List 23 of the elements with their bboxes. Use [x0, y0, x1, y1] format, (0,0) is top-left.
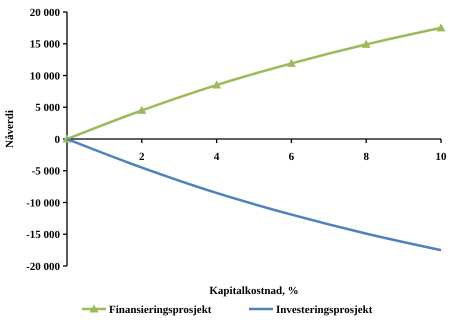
- y-tick-label: -20 000: [26, 260, 60, 273]
- y-axis-title: Nåverdi: [4, 110, 16, 148]
- y-tick-label: -10 000: [26, 197, 60, 210]
- y-tick-label: 0: [54, 134, 60, 146]
- x-tick-label: 4: [214, 151, 220, 163]
- y-tick-label: -5 000: [32, 166, 60, 178]
- point: [436, 23, 446, 32]
- x-tick-label: 6: [288, 151, 295, 163]
- point: [137, 106, 146, 114]
- y-tick-label: 5 000: [35, 102, 60, 114]
- legend-label: Finansieringsprosjekt: [109, 304, 212, 316]
- point: [212, 80, 222, 89]
- x-tick-label: 2: [139, 151, 146, 163]
- point: [286, 58, 296, 67]
- legend-label: Investeringsprosjekt: [276, 304, 373, 316]
- x-axis-title: Kapitalkostnad, %: [209, 285, 299, 297]
- x-tick-label: 10: [436, 151, 447, 163]
- y-tick-label: 20 000: [30, 6, 60, 19]
- x-tick-label: 8: [363, 151, 370, 163]
- y-tick-label: -15 000: [26, 229, 60, 242]
- y-tick-label: 10 000: [30, 70, 60, 82]
- y-tick-label: 15 000: [30, 38, 60, 51]
- point: [362, 40, 371, 48]
